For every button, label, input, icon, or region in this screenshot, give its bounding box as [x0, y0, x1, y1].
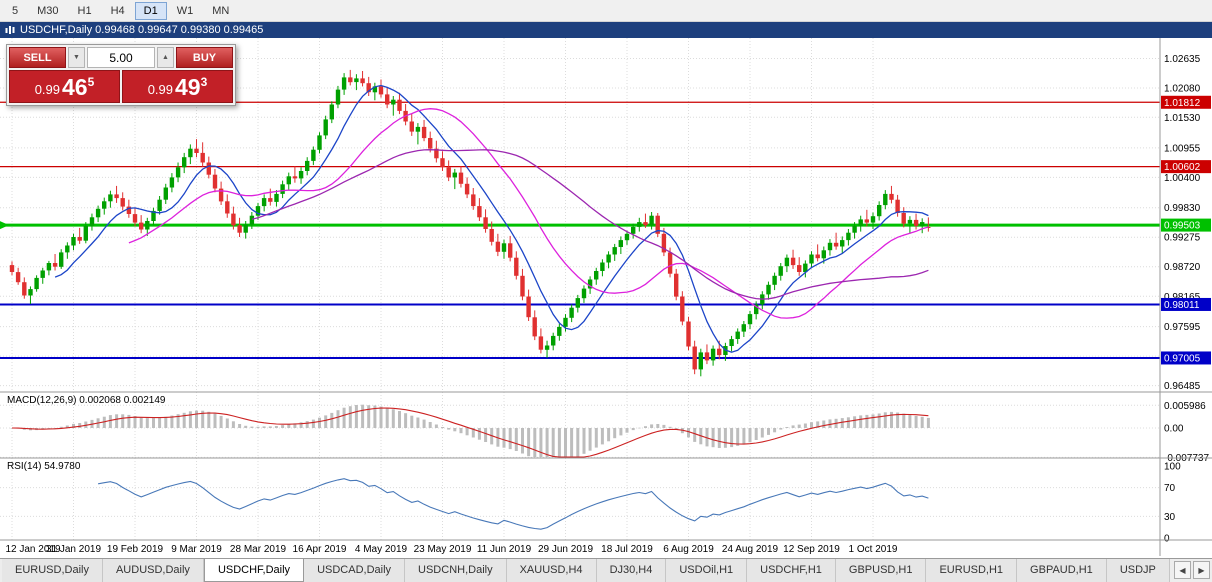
- svg-text:1.01530: 1.01530: [1164, 113, 1201, 124]
- chart-tab-GBPAUD-H1[interactable]: GBPAUD,H1: [1017, 559, 1107, 582]
- macd-value-main: 0.002068: [79, 395, 121, 406]
- svg-text:16 Apr 2019: 16 Apr 2019: [293, 544, 347, 555]
- svg-text:0.98165: 0.98165: [1164, 292, 1201, 303]
- sell-price-prefix: 0.99: [34, 82, 61, 97]
- buy-price-big: 49: [175, 74, 201, 100]
- svg-text:1.00955: 1.00955: [1164, 143, 1201, 154]
- one-click-trading-panel: SELL ▼ ▲ BUY 0.99 46 5 0.99 49 3: [6, 44, 236, 106]
- macd-panel: [0, 404, 1160, 458]
- macd-name: MACD(12,26,9): [7, 395, 77, 406]
- svg-text:0.97005: 0.97005: [1164, 353, 1201, 364]
- tab-scroll-controls: ◀ ▶: [1174, 561, 1210, 579]
- svg-text:0.98720: 0.98720: [1164, 262, 1201, 273]
- svg-text:0: 0: [1164, 534, 1170, 545]
- svg-text:11 Jun 2019: 11 Jun 2019: [477, 544, 532, 555]
- svg-text:1.00400: 1.00400: [1164, 173, 1201, 184]
- timeframe-M30[interactable]: M30: [37, 4, 59, 17]
- candles: [9, 69, 931, 377]
- chart-tab-EURUSD-H1[interactable]: EURUSD,H1: [926, 559, 1018, 582]
- chart-tabs: EURUSD,Daily AUDUSD,Daily USDCHF,Daily USDC…: [2, 559, 1170, 582]
- chart-tab-USDCHF-H1[interactable]: USDCHF,H1: [747, 559, 836, 582]
- chart-tab-USDJP[interactable]: USDJP: [1106, 559, 1170, 582]
- buy-price-pip: 3: [200, 75, 208, 89]
- svg-text:70: 70: [1164, 483, 1176, 494]
- svg-text:19 Feb 2019: 19 Feb 2019: [107, 544, 164, 555]
- timeframe-H4[interactable]: H4: [110, 4, 125, 17]
- timeframe-5[interactable]: 5: [12, 4, 19, 17]
- price-badges: 1.01812 1.00602 0.99503 0.98011 0.97005: [1161, 95, 1211, 365]
- svg-text:0.99275: 0.99275: [1164, 233, 1201, 244]
- tab-scroll-left-icon[interactable]: ◀: [1174, 561, 1191, 579]
- chart-tab-USDCAD-Daily[interactable]: USDCAD,Daily: [304, 559, 406, 582]
- sell-price-display[interactable]: 0.99 46 5: [9, 70, 120, 103]
- chart-tab-DJ30-H4[interactable]: DJ30,H4: [596, 559, 667, 582]
- timeframe-MN[interactable]: MN: [212, 4, 230, 17]
- svg-text:30: 30: [1164, 512, 1176, 523]
- svg-text:1.01812: 1.01812: [1164, 98, 1201, 109]
- chart-icon: [5, 25, 15, 35]
- svg-text:12 Jan 2019: 12 Jan 2019: [5, 544, 60, 555]
- svg-text:0.96485: 0.96485: [1164, 381, 1201, 392]
- rsi-value: 54.9780: [44, 461, 81, 472]
- svg-text:6 Aug 2019: 6 Aug 2019: [663, 544, 714, 555]
- timeframe-H1[interactable]: H1: [77, 4, 92, 17]
- gridlines: [0, 38, 1160, 540]
- tab-scroll-right-icon[interactable]: ▶: [1193, 561, 1210, 579]
- chart-tab-XAUUSD-H4[interactable]: XAUUSD,H4: [506, 559, 597, 582]
- svg-text:18 Jul 2019: 18 Jul 2019: [601, 544, 653, 555]
- chart-tab-GBPUSD-H1[interactable]: GBPUSD,H1: [835, 559, 927, 582]
- svg-text:23 May 2019: 23 May 2019: [414, 544, 472, 555]
- svg-text:0.98011: 0.98011: [1164, 300, 1200, 311]
- timeframe-W1[interactable]: W1: [176, 4, 194, 17]
- svg-text:0.99830: 0.99830: [1164, 203, 1201, 214]
- volume-increase-icon[interactable]: ▲: [157, 47, 174, 68]
- chart-tabbar: EURUSD,Daily AUDUSD,Daily USDCHF,Daily USDC…: [0, 558, 1212, 582]
- svg-text:0.005986: 0.005986: [1164, 401, 1206, 412]
- rsi-panel: [0, 478, 1160, 530]
- timeframe-D1[interactable]: D1: [134, 1, 167, 20]
- volume-decrease-icon[interactable]: ▼: [68, 47, 85, 68]
- chart-tab-USDCHF-Daily[interactable]: USDCHF,Daily: [203, 559, 305, 582]
- svg-text:1 Oct 2019: 1 Oct 2019: [849, 544, 898, 555]
- timeframe-buttons: 5 M30 H1 H4 D1 W1 MN: [3, 1, 239, 20]
- chart-tab-EURUSD-Daily[interactable]: EURUSD,Daily: [2, 559, 103, 582]
- svg-text:28 Mar 2019: 28 Mar 2019: [230, 544, 287, 555]
- svg-text:29 Jun 2019: 29 Jun 2019: [538, 544, 593, 555]
- chart-tab-AUDUSD-Daily[interactable]: AUDUSD,Daily: [102, 559, 204, 582]
- timeframe-toolbar: 5 M30 H1 H4 D1 W1 MN: [0, 0, 1212, 22]
- svg-text:1.02080: 1.02080: [1164, 84, 1201, 95]
- sell-price-pip: 5: [87, 75, 95, 89]
- chart-tab-USDCNH-Daily[interactable]: USDCNH,Daily: [405, 559, 507, 582]
- moving-average-lines: [54, 84, 929, 353]
- svg-text:31 Jan 2019: 31 Jan 2019: [46, 544, 101, 555]
- sell-price-big: 46: [62, 74, 88, 100]
- macd-label: MACD(12,26,9) 0.002068 0.002149: [7, 395, 165, 406]
- svg-text:4 May 2019: 4 May 2019: [355, 544, 408, 555]
- svg-text:0.99503: 0.99503: [1164, 221, 1201, 232]
- svg-text:0.00: 0.00: [1164, 424, 1184, 435]
- level-lines: [0, 101, 1160, 359]
- rsi-label: RSI(14) 54.9780: [7, 461, 80, 472]
- macd-value-signal: 0.002149: [123, 395, 166, 406]
- rsi-name: RSI(14): [7, 461, 42, 472]
- svg-text:0.97595: 0.97595: [1164, 322, 1201, 333]
- chart-tab-USDOil-H1[interactable]: USDOil,H1: [666, 559, 748, 582]
- buy-button[interactable]: BUY: [176, 47, 233, 68]
- svg-text:9 Mar 2019: 9 Mar 2019: [171, 544, 222, 555]
- buy-price-prefix: 0.99: [147, 82, 174, 97]
- svg-text:100: 100: [1164, 462, 1181, 473]
- svg-text:12 Sep 2019: 12 Sep 2019: [783, 544, 840, 555]
- volume-input[interactable]: [87, 47, 155, 68]
- svg-text:1.02635: 1.02635: [1164, 54, 1201, 65]
- chart-window-title: USDCHF,Daily 0.99468 0.99647 0.99380 0.9…: [20, 24, 264, 36]
- svg-text:1.00602: 1.00602: [1164, 162, 1201, 173]
- buy-price-display[interactable]: 0.99 49 3: [122, 70, 233, 103]
- chart-window-titlebar: USDCHF,Daily 0.99468 0.99647 0.99380 0.9…: [0, 22, 1212, 38]
- svg-text:24 Aug 2019: 24 Aug 2019: [722, 544, 779, 555]
- sell-button[interactable]: SELL: [9, 47, 66, 68]
